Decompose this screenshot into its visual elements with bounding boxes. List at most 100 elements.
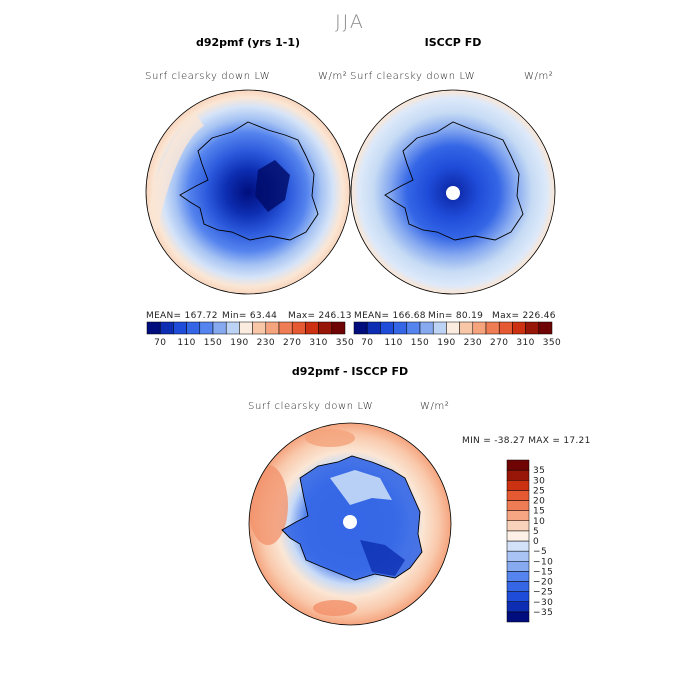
panel-diff-colorbar-swatch <box>506 480 530 491</box>
panel-model-map <box>146 90 350 294</box>
panel-obs-colorbar-swatch <box>432 321 447 335</box>
panel-diff-colorbar-tick-label: 0 <box>533 537 539 547</box>
panel-obs-colorbar-tick-label: 350 <box>543 338 561 348</box>
panel-diff-cold-region <box>360 540 405 576</box>
panel-diff-warm-patch-north <box>305 429 355 447</box>
panel-obs-colorbar-swatch <box>459 321 474 335</box>
panel-obs-colorbar-swatch <box>498 321 513 335</box>
panel-diff-warm-patch-south <box>313 600 357 616</box>
panel-model-colorbar-tick-label: 150 <box>204 338 222 348</box>
panel-diff-colorbar-tick-label: 30 <box>533 476 545 486</box>
panel-model-colorbar-tick-label: 310 <box>309 338 327 348</box>
panel-diff-colorbar-swatch <box>506 591 530 602</box>
panel-obs-colorbar-swatch <box>366 321 381 335</box>
panel-diff-units: W/m² <box>420 401 449 412</box>
panel-obs-max: Max= 226.46 <box>492 311 556 321</box>
panel-diff-title: d92pmf - ISCCP FD <box>292 365 408 378</box>
panel-diff-colorbar-swatch <box>506 561 530 572</box>
panel-obs-colorbar-swatch <box>525 321 540 335</box>
panel-model-units: W/m² <box>318 71 347 82</box>
panel-obs-colorbar-swatch <box>380 321 394 335</box>
panel-diff-colorbar-tick-label: −5 <box>533 547 547 557</box>
panel-model-colorbar-swatch <box>146 321 161 335</box>
panel-diff-colorbar-tick-label: 15 <box>533 507 545 517</box>
panel-obs-colorbar-tick-label: 310 <box>516 338 534 348</box>
panel-model: d92pmf (yrs 1-1) Surf clearsky down LW W… <box>145 36 354 348</box>
panel-diff-coastline <box>281 455 423 581</box>
panel-model-colorbar-tick-label: 270 <box>283 338 301 348</box>
panel-model-colorbar-swatch <box>159 321 174 335</box>
panel-obs-units: W/m² <box>524 71 553 82</box>
panel-diff-colorbar-swatch <box>506 510 530 521</box>
panel-model-colorbar-tick-label: 350 <box>336 338 354 348</box>
panel-model-colorbar-swatch <box>173 321 187 335</box>
panel-diff-neutral-region <box>330 470 392 505</box>
panel-diff-colorbar-swatch <box>506 571 530 582</box>
panel-diff-minmax: MIN = -38.27 MAX = 17.21 <box>462 436 591 446</box>
panel-model-mean: MEAN= 167.72 <box>146 311 218 321</box>
panel-diff-colorbar-tick-label: 5 <box>533 527 539 537</box>
panel-obs-colorbar-swatch <box>393 321 408 335</box>
panel-model-colorbar-swatch <box>265 321 280 335</box>
panel-model-colorbar-swatch <box>305 321 319 335</box>
panel-model-field <box>146 90 350 294</box>
panel-obs-colorbar: 70 110 150 190 230 270 310 350 <box>353 321 561 348</box>
panel-obs-colorbar-tick-label: 230 <box>464 338 482 348</box>
panel-obs-min: Min= 80.19 <box>428 311 483 321</box>
panel-diff-colorbar-swatch <box>506 520 530 532</box>
panel-obs-colorbar-tick-label: 70 <box>361 338 373 348</box>
panel-diff-colorbar-tick-label: 35 <box>533 466 545 476</box>
panel-model-warm-band <box>146 114 205 232</box>
panel-model-min-region <box>255 160 290 212</box>
panel-diff-colorbar-swatch <box>506 459 530 471</box>
panel-obs-map <box>351 90 555 294</box>
panel-diff-map <box>249 423 451 625</box>
panel-diff-colorbar-swatch <box>506 550 530 562</box>
panel-obs-colorbar-swatch <box>485 321 500 335</box>
panel-diff-colorbar-swatch <box>506 530 530 542</box>
panel-diff-pole-hole <box>343 515 357 529</box>
panel-model-title: d92pmf (yrs 1-1) <box>196 36 300 49</box>
panel-obs-colorbar-swatch <box>512 321 526 335</box>
panel-model-colorbar-swatch <box>186 321 201 335</box>
panel-diff-colorbar-tick-label: −15 <box>533 567 553 577</box>
panel-model-colorbar-swatch <box>239 321 253 335</box>
panel-obs-colorbar-swatch <box>538 321 553 335</box>
panel-diff-colorbar-tick-label: −30 <box>533 598 553 608</box>
panel-obs-title: ISCCP FD <box>425 36 482 49</box>
panel-diff-colorbar-swatch <box>506 490 530 501</box>
panel-obs-colorbar-swatch <box>446 321 460 335</box>
panel-model-boundary <box>145 89 351 295</box>
panel-diff-colorbar-swatch <box>506 500 530 511</box>
panel-obs: ISCCP FD Surf clearsky down LW W/m² MEAN… <box>350 36 561 348</box>
panel-diff-colorbar-swatch <box>506 540 530 552</box>
panel-model-colorbar-swatch <box>331 321 346 335</box>
panel-diff-colorbar-tick-label: −35 <box>533 608 553 618</box>
panel-diff: d92pmf - ISCCP FD Surf clearsky down LW … <box>248 365 591 626</box>
panel-obs-boundary <box>350 89 556 295</box>
panel-diff-colorbar-swatch <box>506 611 530 623</box>
panel-obs-colorbar-swatch <box>472 321 487 335</box>
panel-obs-colorbar-swatch <box>353 321 368 335</box>
panel-model-colorbar-swatch <box>252 321 267 335</box>
panel-diff-colorbar-tick-label: −25 <box>533 588 553 598</box>
panel-diff-boundary <box>248 422 452 626</box>
panel-obs-colorbar-tick-label: 270 <box>490 338 508 348</box>
panel-model-colorbar-swatch <box>212 321 227 335</box>
panel-model-colorbar-tick-label: 70 <box>154 338 166 348</box>
panel-diff-warm-patch-west <box>249 465 288 545</box>
panel-obs-colorbar-tick-label: 190 <box>437 338 455 348</box>
panel-model-max: Max= 246.13 <box>288 311 352 321</box>
panel-model-colorbar-swatch <box>318 321 333 335</box>
panel-obs-variable: Surf clearsky down LW <box>350 71 475 82</box>
panel-diff-colorbar-tick-label: 20 <box>533 497 545 507</box>
panel-diff-variable: Surf clearsky down LW <box>248 401 373 412</box>
panel-model-colorbar-swatch <box>291 321 306 335</box>
panel-obs-mean: MEAN= 166.68 <box>354 311 426 321</box>
panel-diff-colorbar-swatch <box>506 601 530 613</box>
panel-model-variable: Surf clearsky down LW <box>145 71 270 82</box>
panel-model-colorbar-swatch <box>278 321 293 335</box>
panel-diff-colorbar-tick-label: −10 <box>533 557 553 567</box>
